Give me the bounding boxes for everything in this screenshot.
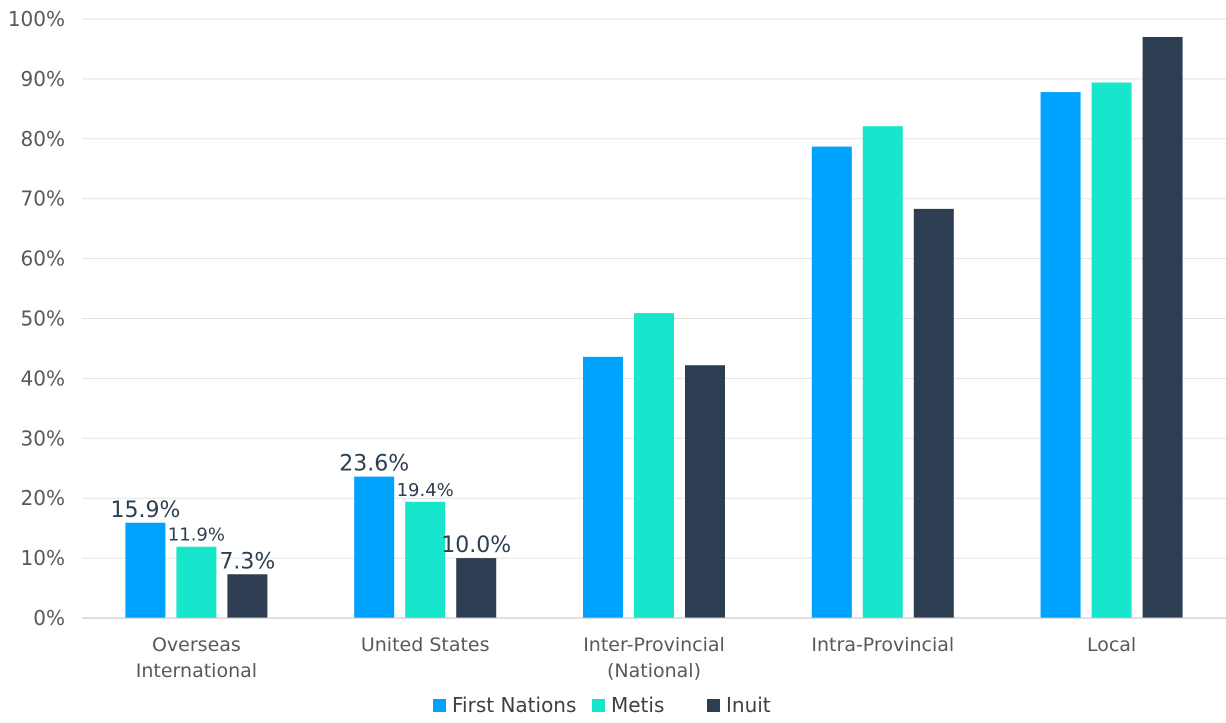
y-tick-label: 90%	[21, 67, 65, 91]
y-tick-label: 30%	[21, 426, 65, 450]
category-labels: Overseas International United States Inter-…	[136, 634, 1136, 682]
y-tick-label: 70%	[21, 187, 65, 211]
y-tick-label: 80%	[21, 127, 65, 151]
bar-inuit	[1142, 36, 1183, 619]
bar-metis	[634, 313, 674, 618]
bar-metis	[176, 546, 217, 618]
bar-metis	[862, 126, 903, 618]
data-labels: 15.9%11.9% 7.3% 23.6% 19.4% 10.0%	[110, 452, 511, 575]
category-label: Inter-Provincial	[583, 634, 725, 656]
legend: First Nations Metis Inuit	[433, 693, 771, 717]
bar-inuit	[227, 574, 268, 618]
data-label: 23.6%	[339, 452, 409, 477]
y-axis-ticks: 0% 10% 20% 30% 40% 50% 60% 70% 80% 90% 100%	[8, 7, 65, 630]
y-tick-label: 0%	[33, 606, 65, 630]
bar-first-nations	[125, 522, 166, 618]
bar-first-nations	[1040, 92, 1081, 618]
bar-metis	[1091, 82, 1132, 618]
y-tick-label: 40%	[21, 366, 65, 390]
data-label: 11.9%	[168, 525, 225, 546]
y-tick-label: 60%	[21, 247, 65, 271]
category-label: International	[136, 660, 257, 682]
bar-first-nations	[583, 356, 623, 618]
legend-label: Metis	[611, 693, 664, 717]
legend-label: Inuit	[726, 693, 771, 717]
bar-first-nations	[354, 476, 395, 618]
bar-inuit	[913, 208, 954, 618]
bar-inuit	[685, 365, 725, 618]
category-label: Overseas	[152, 634, 241, 656]
data-label: 7.3%	[219, 549, 275, 574]
category-label: (National)	[607, 660, 701, 682]
category-label: Local	[1087, 634, 1136, 656]
legend-swatch	[592, 699, 605, 712]
data-label: 10.0%	[441, 533, 511, 558]
bars	[125, 36, 1183, 619]
legend-swatch	[707, 699, 720, 712]
y-tick-label: 50%	[21, 307, 65, 331]
bar-first-nations	[811, 146, 852, 618]
category-label: United States	[361, 634, 490, 656]
y-tick-label: 10%	[21, 546, 65, 570]
y-tick-label: 20%	[21, 486, 65, 510]
bar-metis	[405, 501, 446, 618]
legend-swatch	[433, 699, 446, 712]
y-tick-label: 100%	[8, 7, 65, 31]
data-label: 15.9%	[110, 498, 180, 523]
data-label: 19.4%	[397, 480, 454, 501]
legend-label: First Nations	[452, 693, 576, 717]
category-label: Intra-Provincial	[811, 634, 954, 656]
bar-inuit	[456, 558, 497, 618]
